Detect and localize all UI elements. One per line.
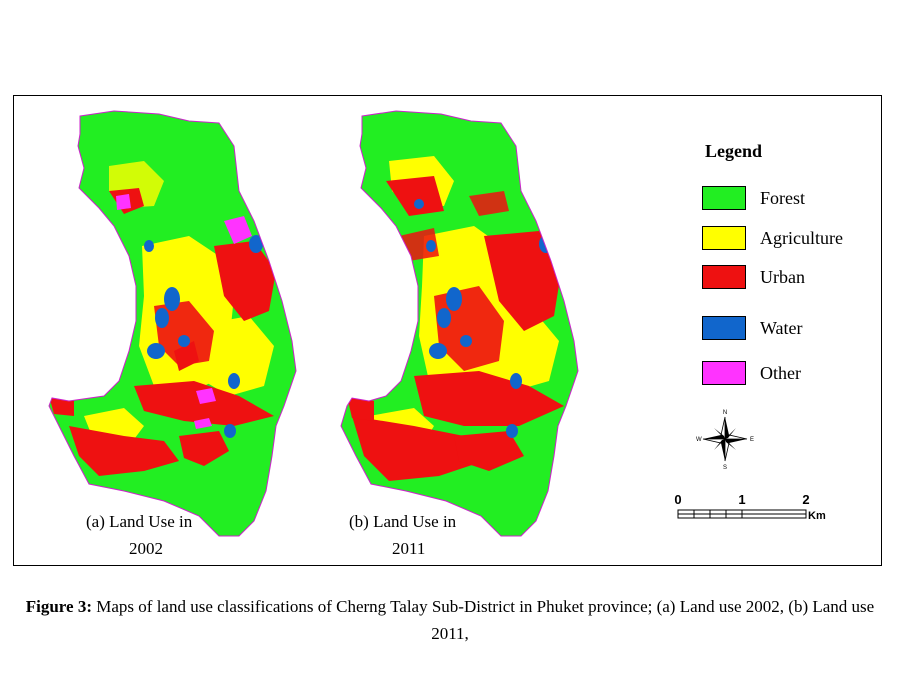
figure-caption: Figure 3: Maps of land use classificatio…	[20, 593, 880, 647]
map-a-caption-line1: (a) Land Use in	[86, 512, 193, 531]
scale-bar: 0 1 2 Km	[674, 494, 826, 522]
compass-w: W	[696, 437, 702, 443]
legend-swatch-other	[702, 361, 746, 385]
compass-n: N	[723, 410, 727, 416]
land-use-map-2002	[48, 110, 297, 537]
legend-label-forest: Forest	[760, 188, 805, 208]
land-use-map-2011	[340, 110, 579, 537]
legend-label-other: Other	[760, 363, 801, 383]
legend-title: Legend	[705, 141, 763, 161]
legend-label-agriculture: Agriculture	[760, 228, 843, 248]
legend-item-water: Water	[702, 316, 872, 342]
map-a-caption-line2: 2002	[129, 539, 163, 558]
scale-unit: Km	[808, 510, 826, 522]
legend-item-forest: Forest	[702, 186, 872, 212]
legend-swatch-urban	[702, 265, 746, 289]
compass-s: S	[723, 465, 727, 470]
scale-tick-1: 1	[738, 494, 745, 507]
map-b-caption-line2: 2011	[392, 539, 426, 558]
legend-swatch-agriculture	[702, 226, 746, 250]
figure-caption-text: Maps of land use classifications of Cher…	[92, 597, 875, 643]
legend-swatch-forest	[702, 186, 746, 210]
legend-swatch-water	[702, 316, 746, 340]
legend-label-water: Water	[760, 318, 803, 338]
compass-e: E	[750, 437, 754, 443]
legend-item-urban: Urban	[702, 265, 872, 291]
scale-tick-2: 2	[802, 494, 809, 507]
legend-item-other: Other	[702, 361, 872, 387]
figure-caption-label: Figure 3:	[25, 597, 93, 616]
legend-item-agriculture: Agriculture	[702, 226, 872, 252]
north-arrow-icon: N S E W	[696, 410, 754, 470]
scale-tick-0: 0	[674, 494, 681, 507]
legend-label-urban: Urban	[760, 267, 805, 287]
map-b-caption-line1: (b) Land Use in	[349, 512, 457, 531]
figure-frame: (a) Land Use in 2002 (b) Land Use in 201…	[13, 95, 882, 566]
